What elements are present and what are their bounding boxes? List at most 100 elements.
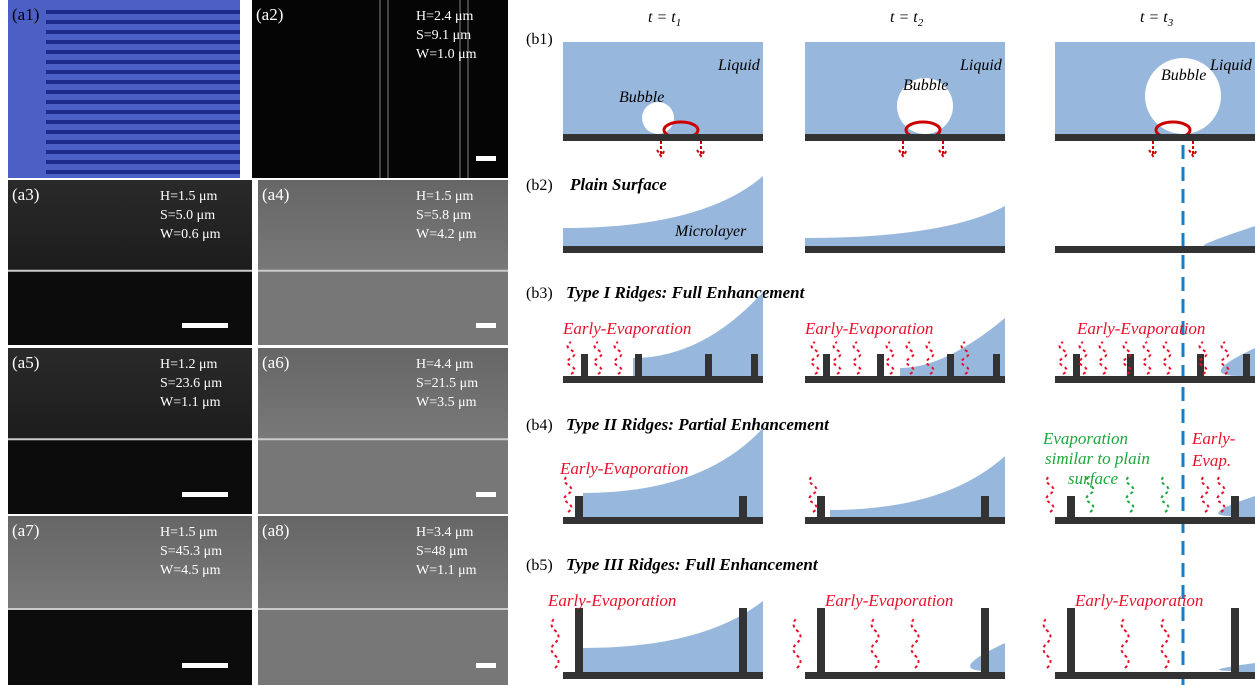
ridge (1073, 354, 1080, 378)
evaporation (565, 476, 572, 512)
time-label: t = t2 (890, 9, 924, 29)
stripe (46, 90, 240, 94)
dimension: S=5.0 μm (160, 208, 215, 223)
scale-bar (182, 663, 228, 668)
wall (805, 376, 1005, 383)
evaporation (912, 618, 919, 668)
stripe (46, 130, 240, 134)
1: Early-Evaporation (824, 591, 953, 610)
stripe (46, 20, 240, 24)
wall (805, 134, 1005, 141)
ridge (817, 608, 825, 674)
stripe (46, 160, 240, 164)
wall (563, 134, 763, 141)
ridge (635, 354, 642, 378)
dimension: W=1.1 μm (416, 563, 477, 578)
label: (b1) (526, 31, 553, 48)
dimension: W=3.5 μm (416, 395, 477, 410)
wall (563, 376, 763, 383)
panel-label: (a7) (12, 521, 39, 540)
wall (805, 246, 1005, 253)
stripe (46, 110, 240, 114)
dimension: H=1.5 μm (160, 525, 218, 540)
ridge (993, 354, 1000, 378)
evaporation (568, 342, 575, 374)
stripe (46, 100, 240, 104)
wall (563, 246, 763, 253)
wall (1055, 517, 1255, 524)
evaporation (1080, 342, 1087, 374)
evaporation (595, 342, 602, 374)
evaporation (1144, 342, 1151, 374)
time: t = t (890, 9, 918, 26)
stripe (46, 50, 240, 54)
scale-bar (476, 492, 496, 497)
substrate (258, 271, 508, 345)
scale-bar (476, 156, 496, 161)
time-sub: 2 (918, 17, 924, 29)
dimension: H=1.5 μm (416, 189, 474, 204)
wall (805, 672, 1005, 679)
ridge (739, 608, 747, 674)
ridge (817, 496, 825, 520)
stripe (46, 40, 240, 44)
evaporation (1218, 476, 1225, 512)
ridge (981, 608, 989, 674)
title: Type II Ridges: Partial Enhancement (566, 415, 830, 434)
title: Plain Surface (569, 175, 667, 194)
label: (b2) (526, 177, 553, 194)
evaporation (1164, 342, 1171, 374)
0: Liquid (717, 57, 761, 74)
ridge (751, 354, 758, 378)
panel-label: (a3) (12, 185, 39, 204)
stripe (46, 60, 240, 64)
ridge (575, 608, 583, 674)
stripe (46, 80, 240, 84)
time-label: t = t3 (1140, 9, 1174, 29)
substrate (258, 439, 508, 514)
label: (b4) (526, 417, 553, 434)
wall (1055, 672, 1255, 679)
ridge (1197, 354, 1204, 378)
time-sub: 3 (1167, 17, 1174, 29)
panel-label: (a6) (262, 353, 289, 372)
evaporation (615, 342, 622, 374)
title: Type III Ridges: Full Enhancement (566, 555, 819, 574)
ridge (1231, 496, 1239, 520)
evaporation (887, 342, 894, 374)
2: Liquid (1209, 57, 1253, 74)
dimension: H=2.4 μm (416, 9, 474, 24)
microlayer (805, 206, 1005, 248)
dimension: H=4.4 μm (416, 357, 474, 372)
stripe (46, 70, 240, 74)
0: Early-Evaporation (559, 459, 688, 478)
substrate (8, 271, 252, 345)
2: surface (1068, 469, 1119, 488)
evaporation (810, 476, 817, 512)
panel-label: (a5) (12, 353, 39, 372)
dimension: W=4.2 μm (416, 227, 477, 242)
ridge (823, 354, 830, 378)
evaporation (854, 342, 861, 374)
evaporation (1122, 618, 1129, 668)
1: Early-Evaporation (804, 319, 933, 338)
0: Evaporation (1042, 429, 1128, 448)
scale-bar (182, 323, 228, 328)
dimension: S=5.8 μm (416, 208, 471, 223)
stripe (46, 120, 240, 124)
dimension: W=1.1 μm (160, 395, 221, 410)
evaporation (812, 342, 819, 374)
evaporation (1162, 476, 1169, 512)
1: Bubble (903, 77, 948, 94)
ridge (581, 354, 588, 378)
wall (1055, 376, 1255, 383)
dimension: S=9.1 μm (416, 28, 471, 43)
scale-bar (476, 663, 496, 668)
dimension: W=1.0 μm (416, 47, 477, 62)
0: Early-Evaporation (547, 591, 676, 610)
2: Bubble (1161, 67, 1206, 84)
dimension: S=21.5 μm (416, 376, 478, 391)
dimension: H=1.2 μm (160, 357, 218, 372)
0: Early-Evaporation (562, 319, 691, 338)
microlayer (830, 456, 1005, 518)
